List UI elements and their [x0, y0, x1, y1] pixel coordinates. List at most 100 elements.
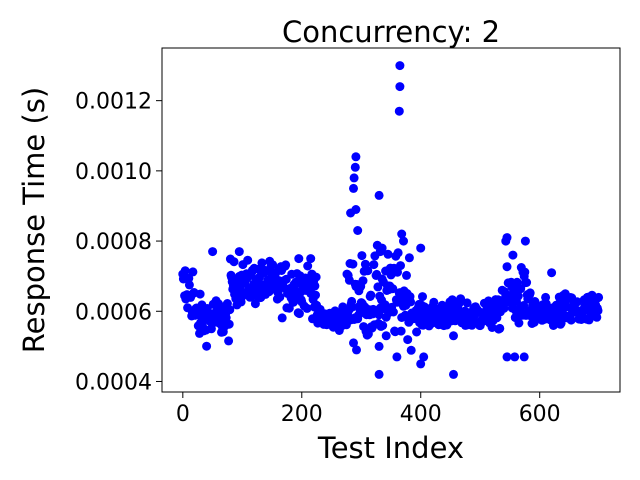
data-point	[404, 253, 414, 263]
data-point	[393, 248, 403, 258]
data-point	[374, 369, 384, 379]
y-axis-ticks: 0.0004 0.0006 0.0008 0.0010 0.0012	[75, 90, 162, 395]
data-point	[514, 318, 524, 328]
data-point	[208, 247, 218, 257]
data-point	[416, 243, 426, 253]
data-point	[366, 290, 376, 300]
data-point	[224, 319, 234, 329]
x-tick-label: 200	[281, 402, 323, 427]
data-point	[419, 352, 429, 362]
data-point	[547, 268, 557, 278]
data-point	[406, 297, 416, 307]
data-point	[513, 291, 523, 301]
data-point	[350, 162, 360, 172]
data-point	[195, 289, 205, 299]
data-point	[374, 310, 384, 320]
data-point	[501, 236, 511, 246]
data-point	[375, 247, 385, 257]
data-point	[378, 321, 388, 330]
data-points	[178, 61, 604, 379]
data-point	[184, 280, 194, 290]
data-point	[572, 297, 582, 307]
data-point	[525, 288, 535, 298]
data-point	[388, 307, 398, 317]
data-point	[449, 331, 458, 341]
data-point	[268, 260, 278, 270]
data-point	[520, 236, 530, 246]
data-point	[403, 335, 413, 345]
data-point	[519, 352, 529, 362]
data-point	[225, 305, 235, 315]
data-point	[396, 261, 405, 271]
data-point	[358, 276, 368, 286]
data-point	[369, 260, 379, 270]
data-point	[351, 152, 361, 162]
data-point	[349, 183, 358, 193]
data-point	[224, 336, 234, 346]
data-point	[406, 345, 416, 355]
data-point	[530, 297, 540, 306]
data-point	[399, 236, 408, 246]
data-point	[311, 290, 320, 300]
chart-title: Concurrency: 2	[282, 15, 500, 49]
data-point	[184, 273, 194, 283]
data-point	[349, 173, 359, 183]
data-point	[353, 226, 363, 235]
data-point	[188, 267, 198, 277]
data-point	[456, 294, 466, 304]
data-point	[346, 208, 356, 218]
data-point	[311, 272, 321, 282]
data-point	[352, 345, 361, 355]
data-point	[357, 251, 367, 261]
data-point	[250, 299, 260, 309]
data-point	[349, 338, 358, 348]
data-point	[234, 247, 244, 257]
data-point	[495, 323, 505, 333]
data-point	[502, 262, 512, 272]
data-point	[502, 352, 512, 362]
data-point	[180, 266, 190, 276]
y-tick-label: 0.0006	[75, 300, 152, 325]
data-point	[302, 303, 312, 313]
data-point	[277, 313, 287, 323]
data-point	[294, 309, 304, 319]
data-point	[594, 292, 604, 302]
data-point	[374, 190, 384, 200]
data-point	[397, 229, 407, 239]
data-point	[229, 257, 239, 267]
x-tick-label: 0	[176, 402, 190, 427]
data-point	[520, 267, 530, 277]
data-point	[395, 82, 405, 92]
x-tick-label: 600	[519, 402, 561, 427]
data-point	[394, 106, 404, 116]
data-point	[510, 352, 520, 362]
data-point	[402, 270, 411, 280]
data-point	[294, 254, 304, 264]
data-point	[281, 260, 291, 270]
data-point	[395, 61, 405, 71]
data-point	[416, 359, 426, 369]
data-point	[522, 278, 532, 287]
data-point	[374, 341, 384, 351]
data-point	[381, 331, 391, 341]
y-axis-label: Response Time (s)	[17, 87, 51, 353]
data-point	[418, 292, 427, 302]
data-point	[462, 298, 472, 308]
data-point	[275, 292, 285, 302]
data-point	[449, 369, 458, 379]
x-axis-ticks: 0 200 400 600	[176, 392, 561, 427]
data-point	[310, 281, 320, 291]
x-tick-label: 400	[400, 402, 442, 427]
y-tick-label: 0.0008	[75, 230, 152, 255]
data-point	[396, 326, 406, 336]
data-point	[566, 315, 576, 325]
data-point	[363, 266, 373, 276]
plot-frame	[161, 47, 621, 393]
data-point	[347, 302, 357, 312]
data-point	[429, 297, 439, 307]
y-tick-label: 0.0010	[75, 160, 152, 185]
x-axis-label: Test Index	[317, 431, 464, 465]
data-point	[508, 250, 518, 260]
